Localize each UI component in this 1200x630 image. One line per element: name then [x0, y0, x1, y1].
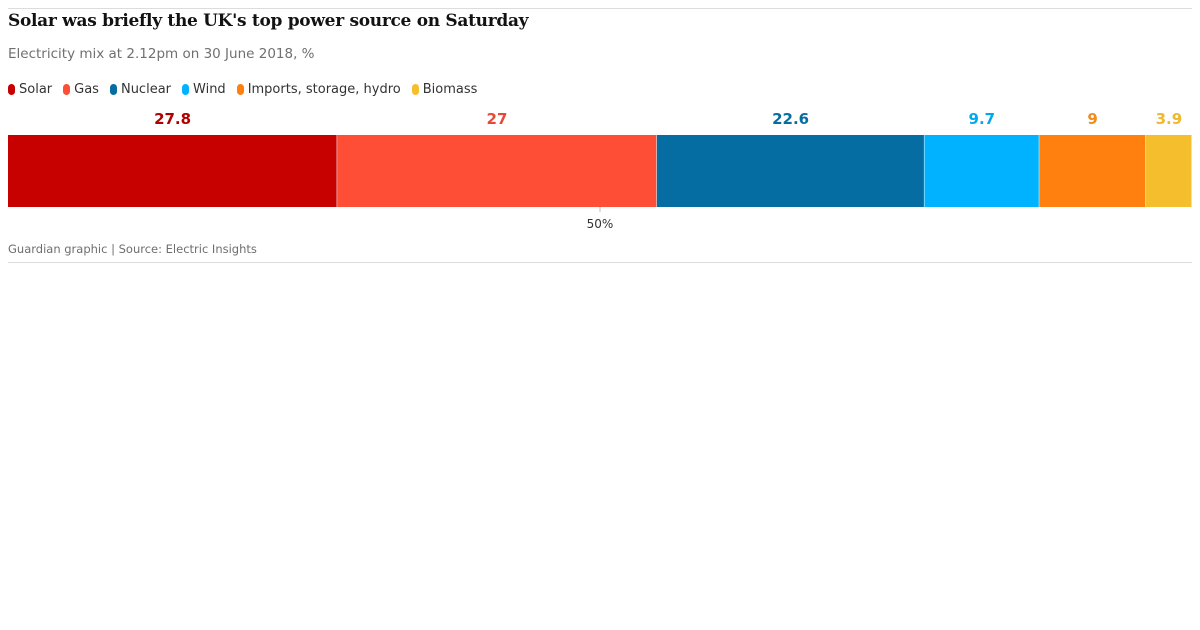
top-rule: [8, 8, 1192, 9]
legend-swatch: [109, 83, 117, 95]
legend-swatch: [411, 83, 419, 95]
legend-swatch: [236, 83, 244, 95]
legend-label: Gas: [74, 81, 99, 97]
bar-segment-wind: [924, 135, 1039, 207]
legend-item-gas: Gas: [63, 82, 99, 97]
legend-item-nuclear: Nuclear: [109, 81, 172, 97]
bar-segment-gas: [337, 135, 657, 207]
legend-item-biomass: Biomass: [411, 81, 478, 97]
legend-label: Nuclear: [120, 81, 172, 97]
chart-title: Solar was briefly the UK's top power sou…: [8, 11, 529, 31]
legend-label: Imports, storage, hydro: [247, 81, 401, 97]
bar-segment-solar: [8, 135, 337, 207]
data-label-gas: 27: [487, 110, 508, 128]
data-label-imports-storage-hydro: 9: [1087, 110, 1097, 128]
x-axis-tick-label: 50%: [587, 217, 614, 231]
legend: Solar Gas Nuclear Wind Imports, storage,…: [8, 80, 488, 98]
legend-swatch: [63, 83, 71, 95]
chart-subtitle: Electricity mix at 2.12pm on 30 June 201…: [8, 46, 315, 62]
legend-label: Wind: [193, 81, 226, 97]
legend-item-solar: Solar: [8, 82, 52, 97]
bar-segment-nuclear: [656, 135, 924, 207]
data-label-wind: 9.7: [969, 110, 996, 128]
bar-segment-biomass: [1145, 135, 1192, 207]
bar-segment-imports-storage-hydro: [1039, 135, 1146, 207]
legend-item-wind: Wind: [182, 82, 226, 97]
legend-item-imports-storage-hydro: Imports, storage, hydro: [236, 81, 401, 97]
data-label-biomass: 3.9: [1156, 110, 1183, 128]
bottom-rule: [8, 262, 1192, 263]
legend-swatch: [182, 83, 190, 95]
stacked-bar-chart: 27.8 27 22.6 9.7 9 3.9 50%: [8, 110, 1192, 231]
data-label-nuclear: 22.6: [772, 110, 809, 128]
legend-label: Solar: [19, 81, 53, 97]
legend-swatch: [8, 83, 15, 95]
data-label-solar: 27.8: [154, 110, 191, 128]
source-note: Guardian graphic | Source: Electric Insi…: [8, 242, 257, 256]
legend-label: Biomass: [422, 81, 478, 97]
